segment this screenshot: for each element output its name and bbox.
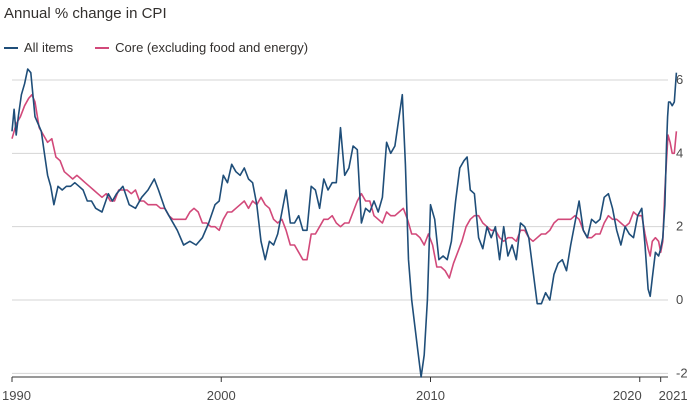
- x-tick-label: 2010: [416, 388, 445, 403]
- legend-label-core: Core (excluding food and energy): [115, 40, 309, 55]
- chart-legend: All items Core (excluding food and energ…: [4, 40, 330, 55]
- y-tick-label: 4: [676, 145, 683, 160]
- legend-swatch-core: [95, 46, 110, 49]
- series-line-core: [11, 93, 678, 279]
- y-tick-label: 0: [676, 292, 683, 307]
- chart-title: Annual % change in CPI: [4, 5, 167, 22]
- legend-item-all-items: All items: [4, 40, 73, 55]
- x-tick-label: 2021: [659, 388, 688, 403]
- x-tick-label: 2000: [207, 388, 236, 403]
- legend-swatch-all-items: [4, 46, 18, 49]
- legend-item-core: Core (excluding food and energy): [95, 40, 308, 55]
- y-tick-label: 2: [676, 219, 683, 234]
- x-tick-label: 1990: [2, 388, 31, 403]
- x-tick-label: 2020: [613, 388, 642, 403]
- series-line-all-items: [11, 68, 678, 378]
- legend-label-all-items: All items: [24, 40, 74, 55]
- y-tick-label: 6: [676, 72, 683, 87]
- y-tick-label: -2: [676, 365, 688, 380]
